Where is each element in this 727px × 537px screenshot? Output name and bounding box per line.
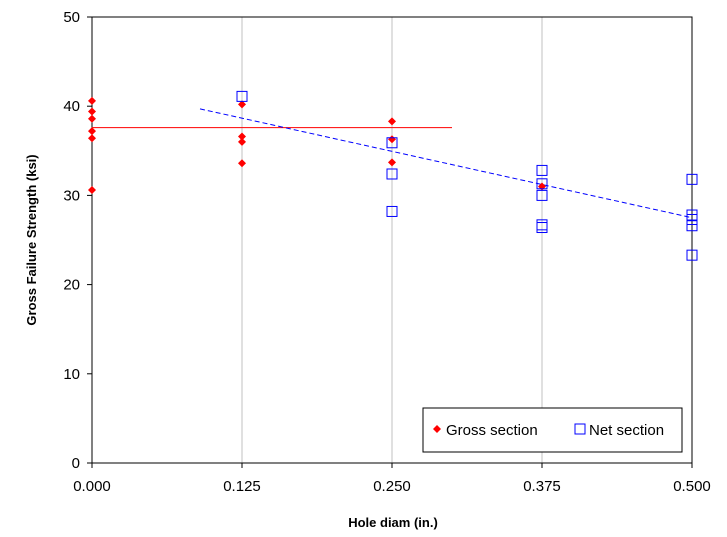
y-tick-label: 50: [63, 9, 80, 26]
legend-gross-section-marker: [433, 425, 441, 433]
net-section-point: [686, 173, 698, 185]
gross-section-point: [88, 114, 96, 123]
net-section-trendline: [199, 108, 693, 219]
net-section-point: [536, 178, 548, 190]
y-tick-label: 30: [63, 187, 80, 204]
x-tick-label: 0.250: [373, 478, 411, 495]
legend-box: [422, 407, 683, 453]
gross-section-point: [238, 137, 246, 146]
net-section-point: [386, 168, 398, 180]
gross-section-point: [388, 135, 396, 144]
trend-lines: [92, 108, 693, 219]
x-tick-label: 0.000: [73, 478, 111, 495]
net-section-point: [686, 249, 698, 261]
axis-ticks: 0.000 0.125 0.250 0.375 0.500 0 10 20 30 40 50: [63, 9, 710, 495]
net-section-point: [686, 213, 698, 225]
net-section-point: [536, 189, 548, 201]
y-tick-label: 0: [72, 455, 80, 472]
y-tick-label: 10: [63, 366, 80, 383]
net-section-point: [236, 90, 248, 102]
y-axis-title: Gross Failure Strength (ksi): [24, 154, 39, 325]
legend-net-section-marker: [574, 423, 586, 435]
gross-section-point: [88, 134, 96, 143]
gross-section-point: [238, 100, 246, 109]
net-section-point: [536, 164, 548, 176]
gross-section-point: [88, 96, 96, 105]
gross-section-point: [88, 127, 96, 136]
gross-section-point: [238, 159, 246, 168]
y-tick-label: 20: [63, 277, 80, 294]
x-axis-title: Hole diam (in.): [348, 515, 438, 530]
gross-section-point: [88, 186, 96, 195]
x-tick-label: 0.375: [523, 478, 561, 495]
net-section-point: [536, 222, 548, 234]
y-tick-label: 40: [63, 98, 80, 115]
legend: Gross section Net section: [422, 407, 683, 453]
gross-section-point: [238, 132, 246, 141]
net-section-point: [386, 137, 398, 149]
net-section-point: [686, 220, 698, 232]
x-tick-label: 0.125: [223, 478, 261, 495]
net-section-point: [386, 205, 398, 217]
x-tick-label: 0.500: [673, 478, 711, 495]
gross-section-point: [388, 117, 396, 126]
gross-section-point: [88, 107, 96, 116]
data-points: [88, 90, 698, 261]
legend-gross-section-label: Gross section: [446, 422, 538, 439]
legend-net-section-label: Net section: [589, 422, 664, 439]
gross-section-point: [388, 158, 396, 167]
